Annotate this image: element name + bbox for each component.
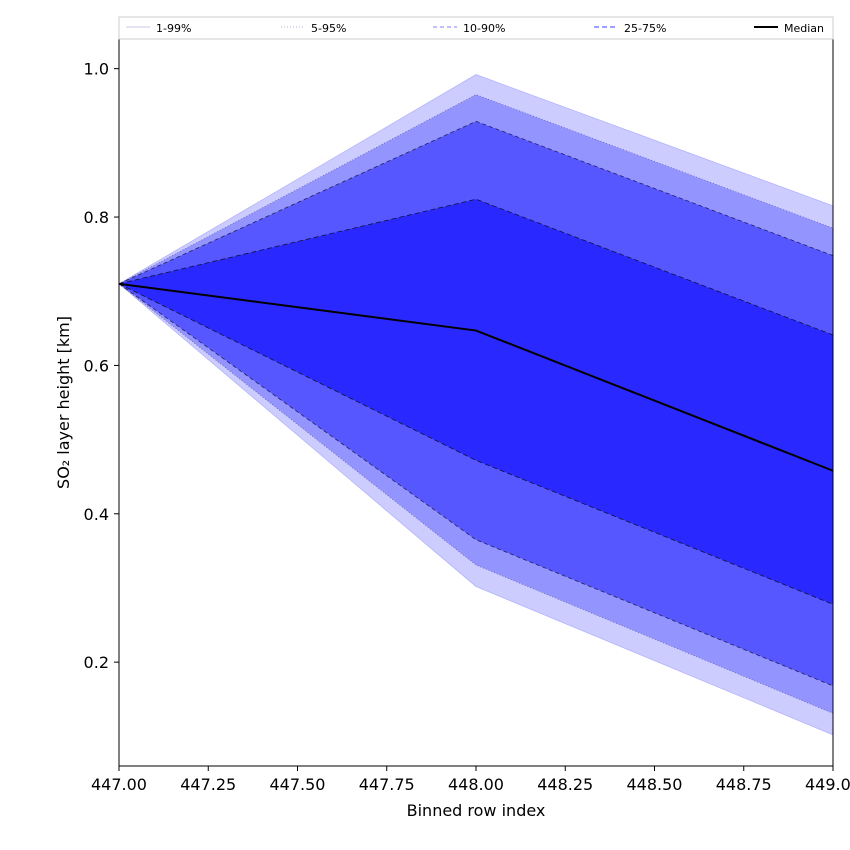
y-tick-label: 0.6 — [84, 356, 109, 375]
x-tick-label: 448.50 — [627, 775, 683, 794]
legend-label: 1-99% — [156, 22, 191, 35]
y-tick-label: 0.2 — [84, 653, 109, 672]
x-tick-label: 447.25 — [180, 775, 236, 794]
bands-layer — [118, 74, 834, 736]
y-tick-label: 0.4 — [84, 505, 109, 524]
legend-box — [118, 16, 834, 40]
y-tick-label: 0.8 — [84, 208, 109, 227]
y-axis-ticks: 0.2 0.4 0.6 0.8 1.0 — [84, 60, 119, 672]
x-tick-label: 447.50 — [270, 775, 326, 794]
band-3-upper-line — [118, 120, 834, 285]
band-4-upper-line — [118, 198, 834, 336]
legend-label: Median — [784, 22, 824, 35]
median-line — [118, 282, 834, 472]
x-axis-label: Binned row index — [407, 801, 546, 820]
legend-label: 5-95% — [311, 22, 346, 35]
band-1-lower-line — [118, 283, 834, 736]
x-axis-ticks: 447.00 447.25 447.50 447.75 448.00 448.25 448.… — [91, 766, 850, 794]
legend-label: 10-90% — [463, 22, 505, 35]
y-axis-label: SO₂ layer height [km] — [54, 316, 73, 489]
legend: 1-99% 5-95% 10-90% 25-75% Median — [118, 16, 834, 40]
x-tick-label: 447.00 — [91, 775, 147, 794]
band-4 — [119, 199, 833, 605]
x-tick-label: 448.25 — [537, 775, 593, 794]
band-4-lower-line — [118, 283, 834, 605]
band-1-upper-line — [118, 74, 834, 285]
legend-label: 25-75% — [624, 22, 666, 35]
x-tick-label: 448.00 — [448, 775, 504, 794]
x-tick-label: 448.75 — [716, 775, 772, 794]
x-tick-label: 447.75 — [359, 775, 415, 794]
x-tick-label: 449.00 — [805, 775, 850, 794]
band-3-lower-line — [118, 283, 834, 687]
median-layer — [118, 282, 834, 472]
y-tick-label: 1.0 — [84, 60, 109, 79]
